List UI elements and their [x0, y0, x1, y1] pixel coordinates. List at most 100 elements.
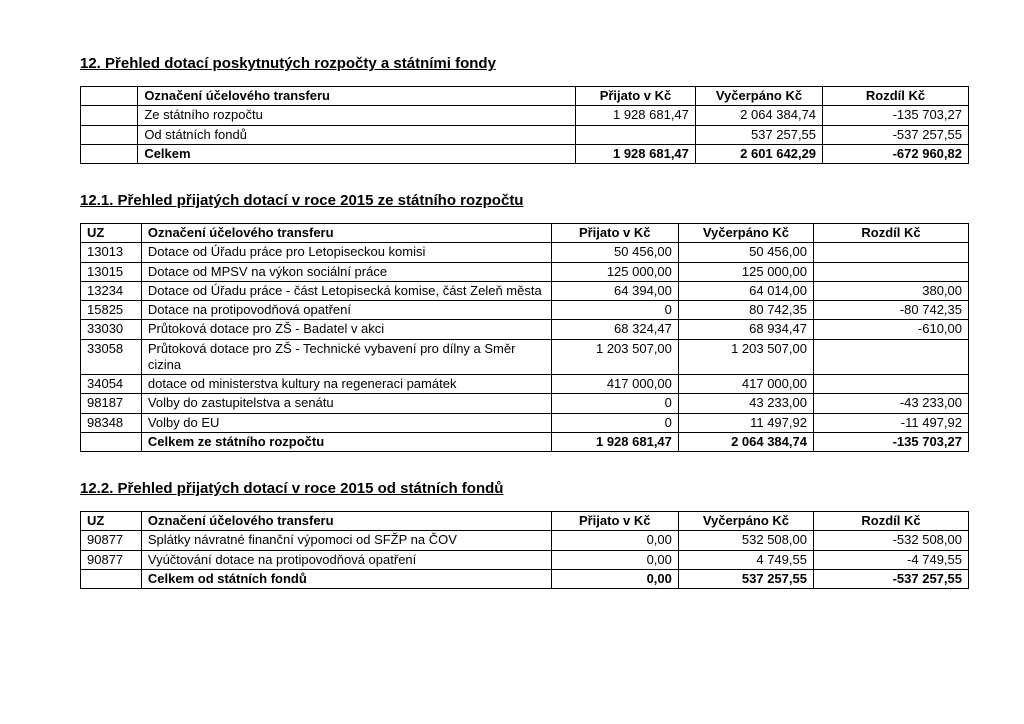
cell-c3: -672 960,82 — [823, 144, 969, 163]
table-row: 98187Volby do zastupitelstva a senátu043… — [81, 394, 969, 413]
cell-c2: 68 934,47 — [678, 320, 813, 339]
table-122: UZ Označení účelového transferu Přijato … — [80, 511, 969, 589]
table-12: Označení účelového transferu Přijato v K… — [80, 86, 969, 164]
col-c3: Rozdíl Kč — [823, 87, 969, 106]
col-uz: UZ — [81, 512, 142, 531]
cell-c2: 1 203 507,00 — [678, 339, 813, 375]
col-c1: Přijato v Kč — [551, 224, 678, 243]
cell-uz — [81, 106, 138, 125]
cell-c1: 1 928 681,47 — [576, 144, 696, 163]
table-row: Celkem od státních fondů0,00537 257,55-5… — [81, 569, 969, 588]
cell-label: Vyúčtování dotace na protipovodňová opat… — [141, 550, 551, 569]
cell-uz: 34054 — [81, 375, 142, 394]
col-label: Označení účelového transferu — [141, 224, 551, 243]
cell-c3: -610,00 — [813, 320, 968, 339]
cell-label: Ze státního rozpočtu — [138, 106, 576, 125]
cell-c2: 2 601 642,29 — [695, 144, 822, 163]
cell-c3 — [813, 375, 968, 394]
col-label: Označení účelového transferu — [138, 87, 576, 106]
cell-c3 — [813, 339, 968, 375]
cell-c1: 417 000,00 — [551, 375, 678, 394]
cell-c1 — [576, 125, 696, 144]
table-row: 33058Průtoková dotace pro ZŠ - Technické… — [81, 339, 969, 375]
cell-c1: 0,00 — [551, 531, 678, 550]
table-12-header-row: Označení účelového transferu Přijato v K… — [81, 87, 969, 106]
cell-c3: -80 742,35 — [813, 301, 968, 320]
cell-label: Od státních fondů — [138, 125, 576, 144]
cell-c2: 537 257,55 — [678, 569, 813, 588]
section-121-title: 12.1. Přehled přijatých dotací v roce 20… — [80, 192, 969, 209]
col-uz: UZ — [81, 224, 142, 243]
table-row: 34054dotace od ministerstva kultury na r… — [81, 375, 969, 394]
cell-c3: -537 257,55 — [823, 125, 969, 144]
cell-label: Dotace od Úřadu práce - část Letopisecká… — [141, 281, 551, 300]
cell-label: Průtoková dotace pro ZŠ - Badatel v akci — [141, 320, 551, 339]
cell-c3: -537 257,55 — [813, 569, 968, 588]
cell-c3: -135 703,27 — [823, 106, 969, 125]
table-row: 90877Splátky návratné finanční výpomoci … — [81, 531, 969, 550]
cell-c1: 0 — [551, 301, 678, 320]
cell-c3: -4 749,55 — [813, 550, 968, 569]
cell-uz — [81, 432, 142, 451]
cell-label: Dotace od MPSV na výkon sociální práce — [141, 262, 551, 281]
cell-uz: 13015 — [81, 262, 142, 281]
cell-label: Dotace od Úřadu práce pro Letopiseckou k… — [141, 243, 551, 262]
cell-c3 — [813, 262, 968, 281]
cell-uz: 90877 — [81, 550, 142, 569]
cell-c3 — [813, 243, 968, 262]
col-label: Označení účelového transferu — [141, 512, 551, 531]
cell-label: Celkem od státních fondů — [141, 569, 551, 588]
table-row: 98348Volby do EU011 497,92-11 497,92 — [81, 413, 969, 432]
cell-c3: -135 703,27 — [813, 432, 968, 451]
cell-uz: 15825 — [81, 301, 142, 320]
cell-c1: 1 203 507,00 — [551, 339, 678, 375]
col-c1: Přijato v Kč — [576, 87, 696, 106]
cell-c1: 0,00 — [551, 569, 678, 588]
cell-c1: 50 456,00 — [551, 243, 678, 262]
cell-c2: 50 456,00 — [678, 243, 813, 262]
cell-c1: 0 — [551, 413, 678, 432]
cell-uz: 33058 — [81, 339, 142, 375]
table-121: UZ Označení účelového transferu Přijato … — [80, 223, 969, 452]
section-122-title: 12.2. Přehled přijatých dotací v roce 20… — [80, 480, 969, 497]
table-121-header-row: UZ Označení účelového transferu Přijato … — [81, 224, 969, 243]
cell-c2: 417 000,00 — [678, 375, 813, 394]
table-row: 33030Průtoková dotace pro ZŠ - Badatel v… — [81, 320, 969, 339]
cell-label: Průtoková dotace pro ZŠ - Technické vyba… — [141, 339, 551, 375]
cell-c1: 1 928 681,47 — [551, 432, 678, 451]
cell-uz — [81, 125, 138, 144]
table-row: 90877Vyúčtování dotace na protipovodňová… — [81, 550, 969, 569]
col-c1: Přijato v Kč — [551, 512, 678, 531]
cell-c3: -11 497,92 — [813, 413, 968, 432]
cell-label: Dotace na protipovodňová opatření — [141, 301, 551, 320]
cell-c1: 1 928 681,47 — [576, 106, 696, 125]
cell-c1: 0,00 — [551, 550, 678, 569]
cell-c2: 537 257,55 — [695, 125, 822, 144]
col-c3: Rozdíl Kč — [813, 512, 968, 531]
cell-label: dotace od ministerstva kultury na regene… — [141, 375, 551, 394]
cell-uz: 33030 — [81, 320, 142, 339]
table-row: 13234Dotace od Úřadu práce - část Letopi… — [81, 281, 969, 300]
col-c3: Rozdíl Kč — [813, 224, 968, 243]
cell-uz: 98187 — [81, 394, 142, 413]
cell-c3: 380,00 — [813, 281, 968, 300]
table-row: 13015Dotace od MPSV na výkon sociální pr… — [81, 262, 969, 281]
table-row: Celkem ze státního rozpočtu1 928 681,472… — [81, 432, 969, 451]
cell-c2: 64 014,00 — [678, 281, 813, 300]
col-c2: Vyčerpáno Kč — [678, 224, 813, 243]
cell-c1: 125 000,00 — [551, 262, 678, 281]
table-row: Od státních fondů 537 257,55-537 257,55 — [81, 125, 969, 144]
cell-label: Splátky návratné finanční výpomoci od SF… — [141, 531, 551, 550]
cell-label: Volby do EU — [141, 413, 551, 432]
cell-c2: 80 742,35 — [678, 301, 813, 320]
cell-c2: 43 233,00 — [678, 394, 813, 413]
cell-uz — [81, 144, 138, 163]
cell-label: Celkem — [138, 144, 576, 163]
cell-uz: 90877 — [81, 531, 142, 550]
cell-c2: 2 064 384,74 — [678, 432, 813, 451]
col-blank — [81, 87, 138, 106]
table-row: 13013Dotace od Úřadu práce pro Letopisec… — [81, 243, 969, 262]
col-c2: Vyčerpáno Kč — [695, 87, 822, 106]
cell-c1: 0 — [551, 394, 678, 413]
cell-label: Celkem ze státního rozpočtu — [141, 432, 551, 451]
